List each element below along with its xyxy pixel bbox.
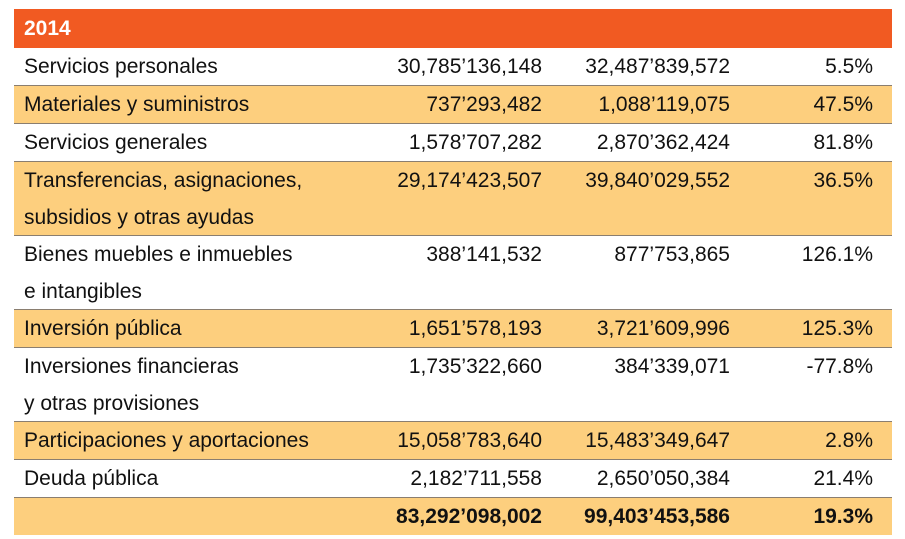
row-label: Servicios generales [24, 131, 208, 154]
value-col1: 737’293,482 [426, 93, 542, 116]
row-label: Deuda pública [24, 467, 159, 490]
value-col2: 877’753,865 [614, 243, 730, 266]
budget-table: 2014 Servicios personales 30,785’136,148… [14, 9, 892, 535]
value-col2: 2,650’050,384 [596, 467, 730, 490]
value-col2: 384’339,071 [614, 355, 730, 378]
year-header: 2014 [14, 9, 892, 48]
percent-change: 47.5% [813, 93, 873, 116]
percent-change: -77.8% [806, 355, 873, 378]
value-col1: 1,735’322,660 [408, 355, 542, 378]
value-col1: 1,578’707,282 [408, 131, 542, 154]
table-row: Servicios personales 30,785’136,148 32,4… [14, 48, 892, 86]
value-col1: 15,058’783,640 [397, 429, 542, 452]
row-label: Materiales y suministros [24, 93, 250, 116]
value-col1: 1,651’578,193 [408, 317, 542, 340]
value-col2: 39,840’029,552 [585, 169, 730, 192]
year-label: 2014 [24, 17, 71, 40]
table-row: Participaciones y aportaciones 15,058’78… [14, 422, 892, 460]
total-percent: 19.3% [813, 505, 873, 528]
row-label: Inversión pública [24, 317, 182, 340]
table-row: Inversión pública 1,651’578,193 3,721’60… [14, 310, 892, 348]
row-label: Transferencias, asignaciones, subsidios … [24, 169, 303, 229]
value-col2: 2,870’362,424 [596, 131, 730, 154]
percent-change: 21.4% [813, 467, 873, 490]
percent-change: 36.5% [813, 169, 873, 192]
total-col1: 83,292’098,002 [396, 505, 542, 528]
row-label: Inversiones financieras y otras provisio… [24, 355, 239, 415]
value-col2: 32,487’839,572 [585, 55, 730, 78]
percent-change: 125.3% [801, 317, 873, 340]
value-col2: 15,483’349,647 [585, 429, 730, 452]
total-col2: 99,403’453,586 [584, 505, 730, 528]
value-col2: 1,088’119,075 [598, 93, 730, 116]
table-row: Servicios generales 1,578’707,282 2,870’… [14, 124, 892, 162]
percent-change: 126.1% [801, 243, 873, 266]
table-row: Bienes muebles e inmuebles e intangibles… [14, 236, 892, 310]
value-col1: 2,182’711,558 [410, 467, 542, 490]
value-col1: 29,174’423,507 [397, 169, 542, 192]
value-col1: 30,785’136,148 [397, 55, 542, 78]
row-label: Participaciones y aportaciones [24, 429, 309, 452]
percent-change: 81.8% [813, 131, 873, 154]
row-label: Servicios personales [24, 55, 218, 78]
table-row: Materiales y suministros 737’293,482 1,0… [14, 86, 892, 124]
total-row: 83,292’098,002 99,403’453,586 19.3% [14, 498, 892, 535]
percent-change: 5.5% [825, 55, 873, 78]
table-row: Transferencias, asignaciones, subsidios … [14, 162, 892, 236]
table-row: Deuda pública 2,182’711,558 2,650’050,38… [14, 460, 892, 498]
value-col2: 3,721’609,996 [596, 317, 730, 340]
row-label: Bienes muebles e inmuebles e intangibles [24, 243, 293, 303]
value-col1: 388’141,532 [426, 243, 542, 266]
table-row: Inversiones financieras y otras provisio… [14, 348, 892, 422]
percent-change: 2.8% [825, 429, 873, 452]
